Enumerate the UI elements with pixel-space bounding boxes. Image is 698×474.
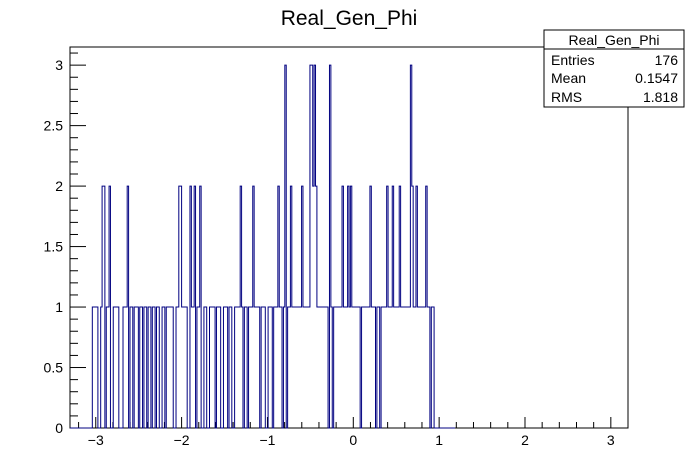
x-tick-label: 3 <box>607 432 615 448</box>
stats-mean-value: 0.1547 <box>635 70 678 86</box>
y-tick-label: 3 <box>55 57 63 73</box>
y-tick-label: 0 <box>55 420 63 436</box>
histogram-outline <box>70 64 456 429</box>
y-tick-label: 0.5 <box>44 360 64 376</box>
x-tick-label: −1 <box>259 432 275 448</box>
histogram-series <box>70 64 456 429</box>
y-tick-label: 1.5 <box>44 239 64 255</box>
y-tick-label: 2 <box>55 178 63 194</box>
y-tick-label: 1 <box>55 299 63 315</box>
x-tick-label: 0 <box>349 432 357 448</box>
stats-mean-label: Mean <box>551 70 586 86</box>
stats-box-frame <box>543 29 685 108</box>
stats-entries-label: Entries <box>551 52 595 68</box>
stats-rms-value: 1.818 <box>643 89 678 105</box>
x-tick-label: 2 <box>521 432 529 448</box>
chart-title: Real_Gen_Phi <box>281 7 418 30</box>
stats-entries-value: 176 <box>655 52 679 68</box>
plot-frame <box>69 46 629 429</box>
stats-box: Real_Gen_Phi Entries 176 Mean 0.1547 RMS… <box>543 29 685 108</box>
stats-box-title: Real_Gen_Phi <box>568 32 659 48</box>
x-tick-label: −3 <box>88 432 104 448</box>
x-tick-label: −2 <box>174 432 190 448</box>
stats-rms-label: RMS <box>551 89 582 105</box>
x-tick-label: 1 <box>435 432 443 448</box>
axis-ticks: −3 −2 −1 0 1 2 3 0 0.5 1 1.5 2 2.5 3 <box>44 52 629 448</box>
y-tick-label: 2.5 <box>44 118 64 134</box>
